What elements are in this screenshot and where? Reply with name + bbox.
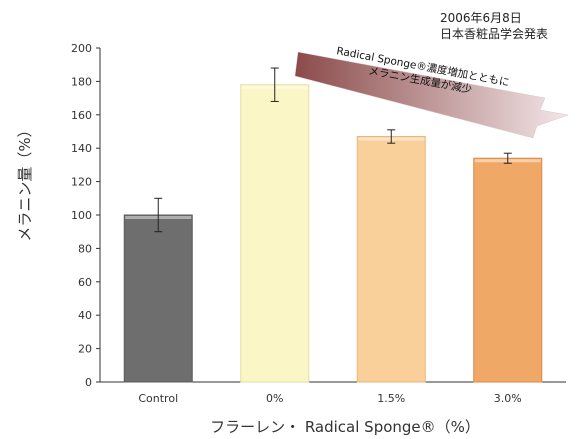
y-axis-title: メラニン量（%） [16, 122, 34, 241]
y-tick-label: 140 [71, 142, 92, 155]
y-tick-label: 180 [71, 75, 92, 88]
y-tick-label: 100 [71, 209, 92, 222]
bar-1 [240, 84, 310, 383]
bars [123, 67, 543, 383]
bar-2 [356, 136, 426, 383]
y-tick-label: 60 [78, 276, 92, 289]
x-tick-label: 0% [266, 392, 283, 405]
bar-0 [123, 214, 193, 383]
trend-annotation: Radical Sponge®濃度増加とともに メラニン生成量が減少 [294, 44, 569, 139]
y-tick-label: 120 [71, 176, 92, 189]
source-note: 日本香粧品学会発表 [440, 26, 548, 41]
x-tick-label: 1.5% [377, 392, 405, 405]
y-tick-label: 80 [78, 242, 92, 255]
trend-arrow-icon [294, 51, 569, 139]
y-tick-label: 40 [78, 309, 92, 322]
y-tick-label: 160 [71, 109, 92, 122]
y-tick-label: 0 [85, 376, 92, 389]
date-note: 2006年6月8日 [440, 11, 522, 25]
y-tick-label: 20 [78, 343, 92, 356]
bar-3 [473, 157, 543, 383]
y-ticks: 0 20 40 60 80 100 120 140 160 180 200 [71, 42, 100, 389]
y-tick-label: 200 [71, 42, 92, 55]
x-tick-label: Control [138, 392, 178, 405]
x-axis-title: フラーレン・ Radical Sponge®（%） [210, 418, 480, 436]
x-tick-labels: Control 0% 1.5% 3.0% [138, 392, 521, 405]
x-tick-label: 3.0% [494, 392, 522, 405]
